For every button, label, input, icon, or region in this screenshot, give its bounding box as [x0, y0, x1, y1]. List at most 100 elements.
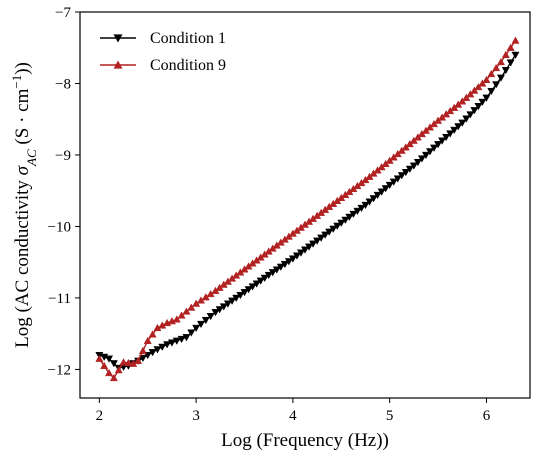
data-point: [177, 335, 186, 344]
data-point: [172, 315, 181, 323]
data-point: [446, 130, 455, 138]
legend-label: Condition 9: [150, 57, 226, 74]
data-point: [430, 144, 439, 152]
data-point: [124, 358, 133, 367]
data-point: [470, 107, 479, 115]
y-tick-label: −9: [55, 148, 71, 164]
data-point: [119, 358, 128, 366]
data-point: [482, 75, 491, 84]
data-point: [466, 90, 475, 98]
data-point: [272, 266, 281, 274]
data-point: [215, 306, 224, 314]
data-point: [353, 207, 362, 216]
data-point: [413, 158, 422, 167]
data-point: [172, 337, 181, 345]
data-point: [329, 225, 338, 233]
y-axis-label-superscript: −1: [9, 75, 24, 89]
data-point: [109, 373, 118, 382]
data-point: [389, 178, 398, 186]
y-axis-label-sigma: σ: [12, 165, 33, 175]
y-axis-label-mid: (S · cm: [12, 88, 33, 149]
data-point: [268, 269, 277, 277]
data-point: [177, 311, 186, 319]
data-point: [248, 283, 257, 291]
data-point: [321, 231, 330, 239]
data-point: [105, 368, 114, 377]
data-point: [462, 93, 471, 101]
data-point: [280, 260, 289, 269]
data-point: [421, 151, 430, 160]
data-point: [305, 243, 314, 251]
data-point: [284, 258, 293, 266]
data-point: [401, 168, 410, 177]
data-point: [288, 255, 297, 263]
data-point: [219, 303, 228, 311]
x-tick-label: 3: [192, 408, 200, 424]
data-point: [466, 111, 475, 119]
data-point: [182, 334, 191, 342]
data-point: [143, 336, 152, 344]
data-point: [300, 246, 310, 254]
y-tick-label: −11: [48, 291, 71, 307]
data-point: [506, 59, 515, 67]
data-point: [492, 63, 501, 72]
data-point: [478, 98, 487, 107]
data-point: [158, 343, 167, 352]
data-point: [393, 175, 402, 183]
series-1: [95, 51, 520, 373]
y-axis-label-prefix: Log (AC conductivity: [12, 175, 33, 348]
legend-label: Condition 1: [150, 30, 226, 47]
data-point: [333, 222, 342, 230]
y-tick-label: −10: [48, 219, 71, 235]
plot-area: 2 3 4 5 6 −12 −11 −10 −9 −8 −7: [48, 5, 531, 424]
data-point: [114, 366, 123, 374]
data-point: [100, 361, 109, 369]
data-point: [405, 165, 414, 174]
data-point: [167, 339, 176, 347]
x-tick-label: 4: [289, 408, 297, 424]
data-point: [470, 86, 479, 94]
data-point: [309, 240, 318, 248]
data-point: [187, 303, 196, 311]
data-point: [511, 36, 520, 44]
data-point: [357, 204, 366, 213]
data-point: [211, 309, 220, 317]
data-point: [264, 271, 273, 280]
data-point: [201, 316, 210, 325]
data-point: [276, 263, 285, 271]
data-point: [182, 307, 191, 315]
data-point: [148, 349, 157, 357]
data-point: [458, 97, 467, 105]
data-point: [478, 79, 487, 87]
x-tick-label: 5: [386, 408, 394, 424]
series-line: [99, 54, 517, 369]
data-point: [341, 216, 350, 225]
data-point: [134, 356, 143, 364]
data-point: [228, 297, 237, 305]
legend-marker: [113, 60, 123, 69]
data-point: [138, 346, 147, 354]
data-point: [95, 354, 104, 362]
data-point: [345, 213, 354, 222]
data-point: [232, 294, 241, 303]
data-point: [450, 126, 459, 135]
data-point: [434, 141, 443, 149]
data-point: [474, 102, 483, 111]
data-point: [511, 51, 520, 60]
data-point: [425, 148, 435, 156]
data-point: [409, 162, 418, 170]
data-point: [163, 341, 172, 349]
data-point: [496, 74, 505, 82]
y-axis-label-suffix: )): [12, 62, 33, 75]
data-point: [487, 87, 496, 96]
data-point: [442, 133, 451, 142]
y-axis-label: Log (AC conductivity σAC (S · cm−1)): [9, 62, 39, 348]
data-point: [244, 286, 253, 294]
data-point: [109, 360, 118, 368]
data-point: [377, 188, 386, 196]
data-point: [260, 274, 269, 283]
x-axis-label: Log (Frequency (Hz)): [221, 430, 389, 451]
data-point: [496, 57, 505, 66]
data-point: [337, 219, 346, 227]
data-point: [192, 324, 201, 333]
